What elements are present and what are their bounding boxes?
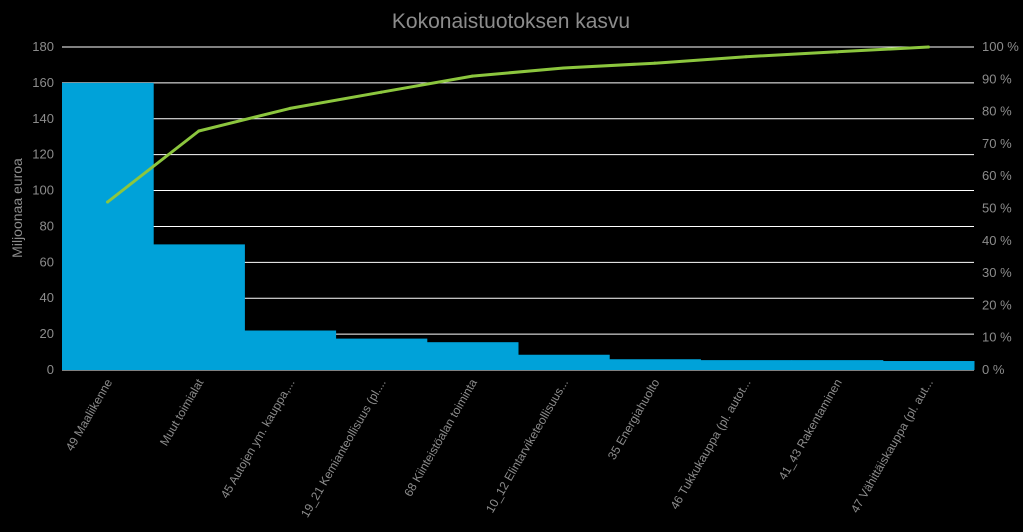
- x-category-label: 10_12 Elintarviketeollisuus...: [483, 377, 571, 516]
- line-point: [197, 129, 201, 133]
- y-tick-label: 180: [32, 39, 54, 54]
- y2-tick-label: 0 %: [982, 362, 1005, 377]
- y2-tick-label: 60 %: [982, 168, 1012, 183]
- line-point: [470, 74, 474, 78]
- line-point: [562, 66, 566, 70]
- y2-tick-label: 80 %: [982, 104, 1012, 119]
- y-tick-label: 140: [32, 111, 54, 126]
- bar: [244, 330, 337, 370]
- y2-tick-label: 50 %: [982, 201, 1012, 216]
- line-point: [926, 45, 930, 49]
- x-category-label: 35 Energiahuolto: [605, 376, 663, 462]
- bar: [518, 354, 610, 370]
- y2-tick-label: 10 %: [982, 330, 1012, 345]
- bar: [700, 360, 793, 370]
- x-category-label: Muut toimialat: [157, 376, 207, 448]
- y-tick-label: 40: [40, 290, 54, 305]
- line-point: [379, 90, 383, 94]
- x-category-label: 45 Autojen ym. kauppa,...: [218, 377, 298, 501]
- y-tick-label: 0: [47, 362, 54, 377]
- bar: [426, 342, 519, 370]
- y-tick-label: 60: [40, 254, 54, 269]
- cumulative-line: [106, 45, 930, 204]
- line-point: [835, 50, 839, 54]
- y2-tick-label: 30 %: [982, 265, 1012, 280]
- line-point: [288, 106, 292, 110]
- y2-tick-label: 90 %: [982, 71, 1012, 86]
- y2-tick-label: 70 %: [982, 136, 1012, 151]
- x-category-label: 47 Vähittäiskauppa (pl. aut...: [848, 377, 936, 516]
- y2-tick-label: 20 %: [982, 297, 1012, 312]
- x-axis: 49 Maaliikenne Muut toimialat 45 Autojen y…: [63, 376, 936, 520]
- y2-tick-label: 100 %: [982, 39, 1019, 54]
- cumulative-line-series: [106, 45, 930, 204]
- bar: [791, 360, 884, 370]
- bar-series: [62, 82, 975, 370]
- bar: [882, 361, 975, 370]
- y-tick-label: 120: [32, 147, 54, 162]
- left-y-axis: 0 20 40 60 80 100 120 140 160 180: [32, 39, 54, 377]
- line-point: [106, 200, 110, 204]
- bar: [335, 338, 428, 370]
- x-category-label: 41_43 Rakentaminen: [776, 377, 845, 483]
- y2-tick-label: 40 %: [982, 233, 1012, 248]
- y-tick-label: 160: [32, 75, 54, 90]
- bar: [153, 244, 245, 370]
- right-y-axis: 0 % 10 % 20 % 30 % 40 % 50 % 60 % 70 % 80 % 90 % 1…: [982, 39, 1019, 377]
- bar: [609, 359, 701, 370]
- x-category-label: 46 Tukkukauppa (pl. autot...: [667, 377, 753, 512]
- y-axis-title: Miljoonaa euroa: [9, 158, 25, 258]
- line-point: [653, 61, 657, 65]
- x-category-label: 49 Maaliikenne: [63, 376, 116, 453]
- x-category-label: 19_21 Kemianteollisuus (pl....: [298, 377, 389, 520]
- line-point: [744, 55, 748, 59]
- y-tick-label: 20: [40, 326, 54, 341]
- chart-title: Kokonaistuotoksen kasvu: [392, 10, 630, 33]
- x-category-label: 68 Kiinteistöalan toiminta: [401, 376, 480, 499]
- y-tick-label: 100: [32, 183, 54, 198]
- y-tick-label: 80: [40, 218, 54, 233]
- bar: [62, 82, 154, 370]
